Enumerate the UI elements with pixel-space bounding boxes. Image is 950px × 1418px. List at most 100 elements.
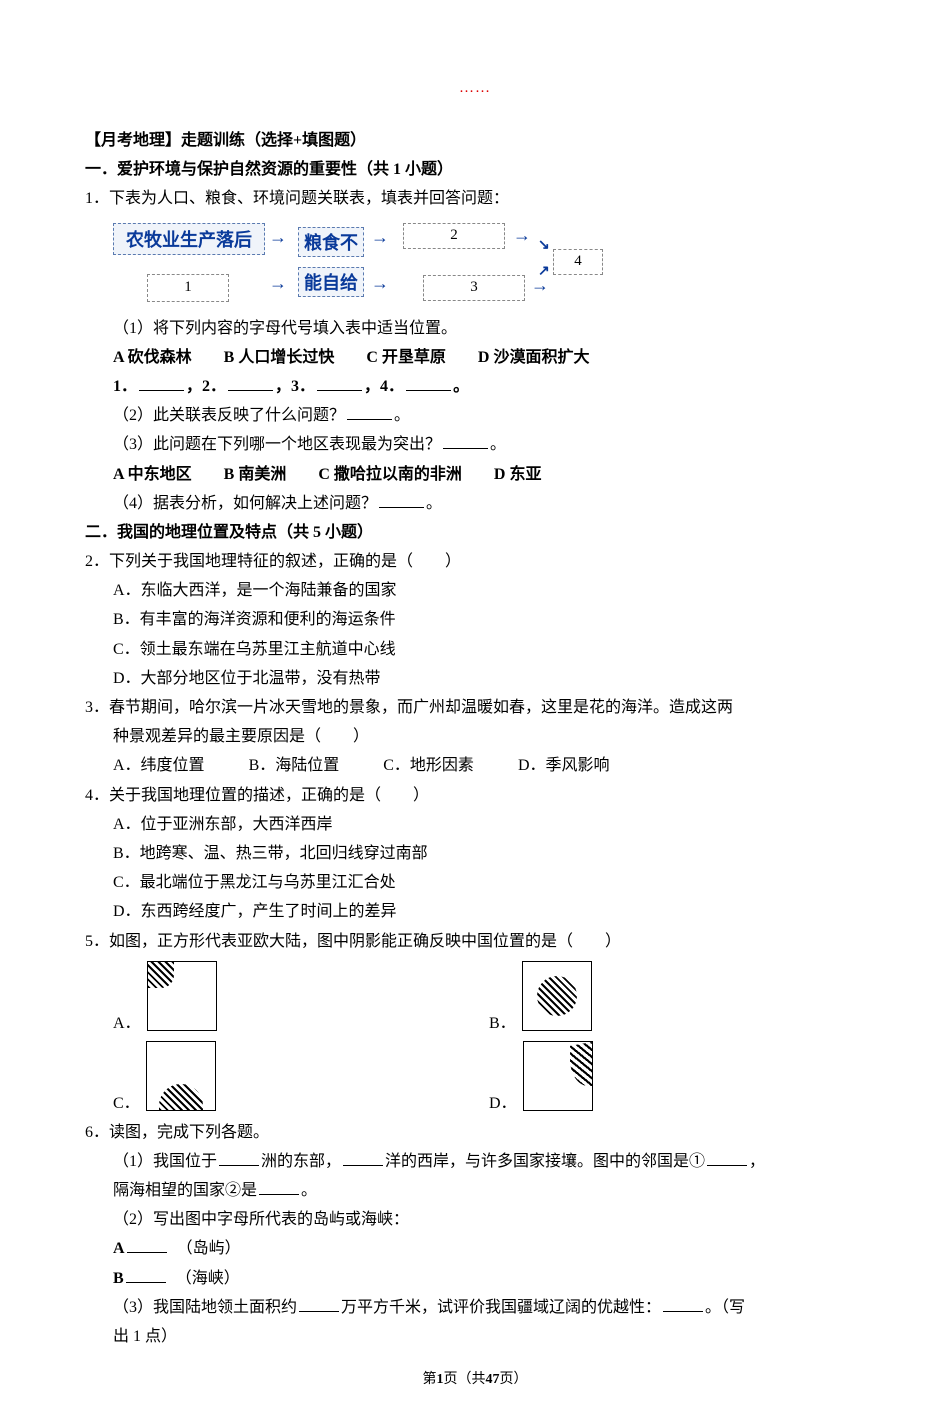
text: 洲的东部， <box>261 1153 341 1170</box>
q3-optC: C．地形因素 <box>383 752 474 779</box>
diagram-box-midbot: 能自给 <box>298 267 364 297</box>
arrow-icon: → <box>371 273 389 294</box>
q3-stem1: 3．春节期间，哈尔滨一片冰天雪地的景象，而广州却温暖如春，这里是花的海洋。造成这… <box>85 694 865 721</box>
q5-figB: B． <box>489 961 865 1033</box>
q6-p1-line2: 隔海相望的国家②是 。 <box>85 1177 865 1204</box>
q3-optA: A．纬度位置 <box>113 752 205 779</box>
q5-figA: A． <box>113 961 489 1033</box>
diagram-box-2: 2 <box>403 223 505 249</box>
text: （海峡） <box>184 1270 240 1287</box>
q5-labA: A． <box>113 1009 141 1033</box>
q3-optD: D．季风影响 <box>518 752 610 779</box>
text: A <box>113 1240 125 1257</box>
text: 隔海相望的国家②是 <box>113 1182 257 1199</box>
footer-suf: 页） <box>500 1372 528 1387</box>
diagram-box-1: 1 <box>147 274 229 302</box>
blank-input[interactable] <box>443 432 488 449</box>
hatch-icon <box>148 962 174 988</box>
arrow-icon: → <box>513 225 531 246</box>
blank-input[interactable] <box>317 374 362 391</box>
q4-optA: A．位于亚洲东部，大西洋西岸 <box>85 811 865 838</box>
blank-input[interactable] <box>228 374 273 391</box>
fill-label: 1． <box>113 378 137 395</box>
diagram-box-lefttop: 农牧业生产落后 <box>113 223 265 255</box>
text: （岛屿） <box>185 1240 241 1257</box>
diagram-box-4: 4 <box>553 249 603 275</box>
arrow-icon: → <box>269 273 287 294</box>
q1-opts: A 砍伐森林 B 人口增长过快 C 开垦草原 D 沙漠面积扩大 <box>85 344 865 371</box>
q2-optB: B．有丰富的海洋资源和便利的海运条件 <box>85 606 865 633</box>
section1-title: 一．爱护环境与保护自然资源的重要性（共 1 小题） <box>85 156 865 183</box>
footer-mid: 页（共 <box>444 1372 486 1387</box>
text: ， <box>749 1153 765 1170</box>
fill-label: ，2． <box>186 378 226 395</box>
blank-input[interactable] <box>127 1236 167 1253</box>
q5-labD: D． <box>489 1089 517 1113</box>
blank-input[interactable] <box>259 1178 299 1195</box>
q5-boxA <box>147 961 217 1031</box>
diagram-box-3: 3 <box>423 275 525 301</box>
q1-p4: （4）据表分析，如何解决上述问题？。 <box>85 490 865 517</box>
q1-stem: 1．下表为人口、粮食、环境问题关联表，填表并回答问题： <box>85 185 865 212</box>
q5-boxD <box>523 1041 593 1111</box>
fill-label: 。 <box>453 378 469 395</box>
blank-input[interactable] <box>663 1295 703 1312</box>
page-footer: 第1页（共47页） <box>85 1368 865 1388</box>
diagram-box-midtop: 粮食不 <box>298 227 364 257</box>
q6-pB: B （海峡） <box>85 1265 865 1292</box>
q3-optB: B．海陆位置 <box>249 752 340 779</box>
q6-p3-line1: （3）我国陆地领土面积约万平方千米，试评价我国疆域辽阔的优越性：。（写 <box>85 1294 865 1321</box>
fill-label: ，4． <box>364 378 404 395</box>
blank-input[interactable] <box>126 1266 166 1283</box>
blank-input[interactable] <box>343 1149 383 1166</box>
hatch-icon <box>159 1084 203 1110</box>
q1-p3: （3）此问题在下列哪一个地区表现最为突出？ 。 <box>85 431 865 458</box>
q1-p1: （1）将下列内容的字母代号填入表中适当位置。 <box>85 315 865 342</box>
text: 。 <box>301 1182 317 1199</box>
text: 洋的西岸，与许多国家接壤。图中的邻国是① <box>385 1153 705 1170</box>
q5-stem: 5．如图，正方形代表亚欧大陆，图中阴影能正确反映中国位置的是（ ） <box>85 928 865 955</box>
q5-boxB <box>522 961 592 1031</box>
text: 。 <box>490 436 506 453</box>
q6-p1-line1: （1）我国位于洲的东部，洋的西岸，与许多国家接壤。图中的邻国是①， <box>85 1148 865 1175</box>
q2-optC: C．领土最东端在乌苏里江主航道中心线 <box>85 636 865 663</box>
blank-input[interactable] <box>219 1149 259 1166</box>
q2-stem: 2．下列关于我国地理特征的叙述，正确的是（ ） <box>85 548 865 575</box>
blank-input[interactable] <box>299 1295 339 1312</box>
blank-input[interactable] <box>406 374 451 391</box>
q1-diagram: 农牧业生产落后 1 粮食不 能自给 2 3 4 → → → → → → ↘ ↗ <box>113 219 613 309</box>
text: 。 <box>426 495 442 512</box>
q3-stem2: 种景观差异的最主要原因是（ ） <box>85 723 865 750</box>
header: 【月考地理】走题训练（选择+填图题） <box>85 127 865 154</box>
text: 。 <box>394 407 410 424</box>
text: 。（写 <box>705 1299 745 1316</box>
q5-figs: A． B． C． D． <box>85 957 865 1117</box>
q1-p2: （2）此关联表反映了什么问题？ 。 <box>85 402 865 429</box>
hatch-icon <box>537 976 577 1016</box>
text: （2）此关联表反映了什么问题？ <box>113 407 345 424</box>
section2-title: 二．我国的地理位置及特点（共 5 小题） <box>85 519 865 546</box>
hatch-icon <box>570 1042 592 1090</box>
text: 万平方千米，试评价我国疆域辽阔的优越性： <box>341 1299 661 1316</box>
q4-stem: 4．关于我国地理位置的描述，正确的是（ ） <box>85 782 865 809</box>
blank-input[interactable] <box>139 374 184 391</box>
footer-pre: 第 <box>423 1372 437 1387</box>
q4-optB: B．地跨寒、温、热三带，北回归线穿过南部 <box>85 840 865 867</box>
q6-pA: A （岛屿） <box>85 1235 865 1262</box>
q3-opts: A．纬度位置 B．海陆位置 C．地形因素 D．季风影响 <box>85 752 865 779</box>
text: B <box>113 1270 124 1287</box>
arrow-icon: → <box>269 227 287 248</box>
q5-labB: B． <box>489 1009 516 1033</box>
q1-p3-opts: A 中东地区 B 南美洲 C 撒哈拉以南的非洲 D 东亚 <box>85 461 865 488</box>
footer-pagenum: 1 <box>437 1372 444 1387</box>
q4-optD: D．东西跨经度广，产生了时间上的差异 <box>85 898 865 925</box>
blank-input[interactable] <box>347 403 392 420</box>
q5-labC: C． <box>113 1089 140 1113</box>
blank-input[interactable] <box>379 491 424 508</box>
q6-stem: 6．读图，完成下列各题。 <box>85 1119 865 1146</box>
text: （3）此问题在下列哪一个地区表现最为突出？ <box>113 436 441 453</box>
fill-label: ，3． <box>275 378 315 395</box>
arrow-icon: ↗ <box>538 263 550 280</box>
arrow-icon: → <box>371 227 389 248</box>
blank-input[interactable] <box>707 1149 747 1166</box>
